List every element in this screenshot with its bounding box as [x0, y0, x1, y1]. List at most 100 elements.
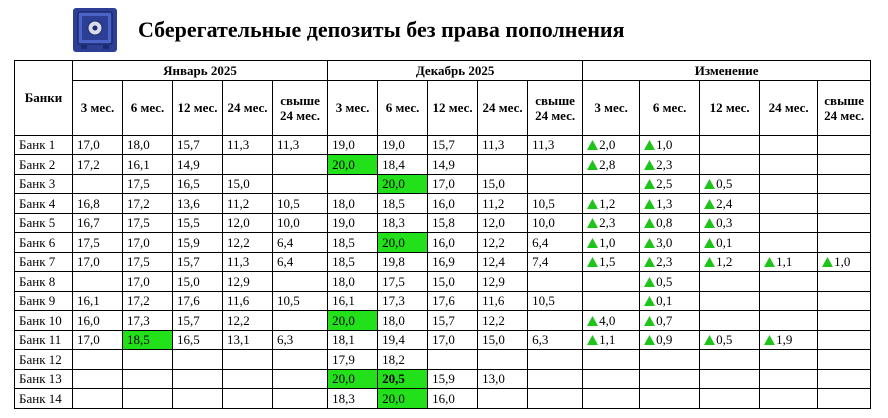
cell: 12,0 [222, 212, 273, 233]
cell: 12,0 [477, 212, 529, 233]
group-header: Декабрь 2025 [327, 60, 584, 81]
cell [817, 368, 872, 389]
rate-value: 11,6 [482, 293, 505, 309]
cell [699, 368, 761, 389]
column-header: 6 мес. [639, 79, 701, 136]
cell: 20,0 [377, 232, 429, 253]
up-arrow [587, 159, 599, 170]
rate-value: 15,5 [177, 215, 200, 231]
cell: 6,3 [271, 329, 329, 350]
change-value: 0,1 [716, 234, 733, 250]
rate-value: 19,0 [382, 137, 405, 153]
cell [759, 193, 819, 214]
change-value: 0,3 [716, 215, 733, 231]
cell: 0,1 [699, 232, 761, 253]
change-value: 0,7 [656, 312, 673, 328]
rate-value: 15,8 [432, 215, 455, 231]
cell [271, 388, 329, 409]
cell [699, 388, 761, 409]
cell [582, 290, 641, 311]
cell: 6,4 [527, 232, 584, 253]
rate-value: 11,3 [277, 137, 300, 153]
change-value: 0,5 [716, 332, 733, 348]
cell [699, 349, 761, 370]
cell [582, 271, 641, 292]
cell: 17,0 [427, 329, 479, 350]
cell: 18,1 [327, 329, 379, 350]
cell: 1,0 [817, 251, 872, 272]
rate-value: 11,3 [482, 137, 505, 153]
cell: 11,3 [271, 134, 329, 155]
cell: 15,8 [427, 212, 479, 233]
cell [271, 349, 329, 370]
rate-value: 10,5 [277, 293, 300, 309]
cell [759, 232, 819, 253]
cell: 6,4 [271, 232, 329, 253]
cell: 1,1 [582, 329, 641, 350]
cell [271, 368, 329, 389]
change-value: 1,2 [716, 254, 733, 270]
cell: 12,9 [222, 271, 273, 292]
cell: 17,0 [72, 251, 123, 272]
cell: 11,3 [527, 134, 584, 155]
column-header: 6 мес. [122, 79, 173, 136]
cell: 15,0 [477, 329, 529, 350]
up-arrow [704, 179, 716, 190]
cell: 12,4 [477, 251, 529, 272]
cell [817, 271, 872, 292]
up-arrow [644, 237, 656, 248]
rate-value: 18,0 [332, 273, 355, 289]
cell: 2,3 [639, 154, 701, 175]
cell: 20,0 [377, 173, 429, 194]
cell [527, 368, 584, 389]
cell: 18,5 [122, 329, 173, 350]
cell: 16,1 [327, 290, 379, 311]
rate-value: 10,5 [532, 293, 555, 309]
rate-value: 15,7 [177, 254, 200, 270]
rate-value: 16,0 [432, 234, 455, 250]
cell [759, 349, 819, 370]
table-row: Банк 5 16,7 17,5 15,5 12,0 10,0 19,0 18,3 15,8 12… [14, 212, 872, 233]
cell [759, 271, 819, 292]
cell: 1,2 [582, 193, 641, 214]
cell [582, 368, 641, 389]
rate-value: 17,5 [127, 176, 150, 192]
up-arrow [644, 198, 656, 209]
rate-value: 18,3 [382, 215, 405, 231]
rate-value: 18,1 [332, 332, 355, 348]
cell: 16,0 [427, 388, 479, 409]
cell [759, 368, 819, 389]
cell [817, 134, 872, 155]
up-arrow [587, 218, 599, 229]
cell [172, 388, 223, 409]
rate-value: 15,7 [177, 312, 200, 328]
cell: 0,9 [639, 329, 701, 350]
rate-value: 13,0 [482, 371, 505, 387]
cell: 0,7 [639, 310, 701, 331]
up-arrow [644, 296, 656, 307]
cell: 20,5 [377, 368, 429, 389]
cell: 20,0 [377, 388, 429, 409]
rate-value: 18,5 [332, 234, 355, 250]
rate-value: 15,9 [432, 371, 455, 387]
up-arrow [644, 159, 656, 170]
cell: 2,3 [582, 212, 641, 233]
cell [699, 154, 761, 175]
change-value: 0,8 [656, 215, 673, 231]
cell [759, 388, 819, 409]
cell: 18,0 [327, 271, 379, 292]
column-header: 24 мес. [477, 79, 529, 136]
group-header: Январь 2025 [71, 60, 329, 81]
bank-name: Банк 9 [14, 290, 73, 311]
change-value: 1,3 [656, 195, 673, 211]
rate-value: 20,0 [382, 234, 405, 250]
cell: 13,0 [477, 368, 529, 389]
cell: 4,0 [582, 310, 641, 331]
change-value: 2,8 [599, 156, 616, 172]
cell [582, 173, 641, 194]
cell: 0,5 [699, 173, 761, 194]
cell: 16,0 [72, 310, 123, 331]
cell: 16,1 [72, 290, 123, 311]
rate-value: 15,0 [432, 273, 455, 289]
cell [817, 349, 872, 370]
